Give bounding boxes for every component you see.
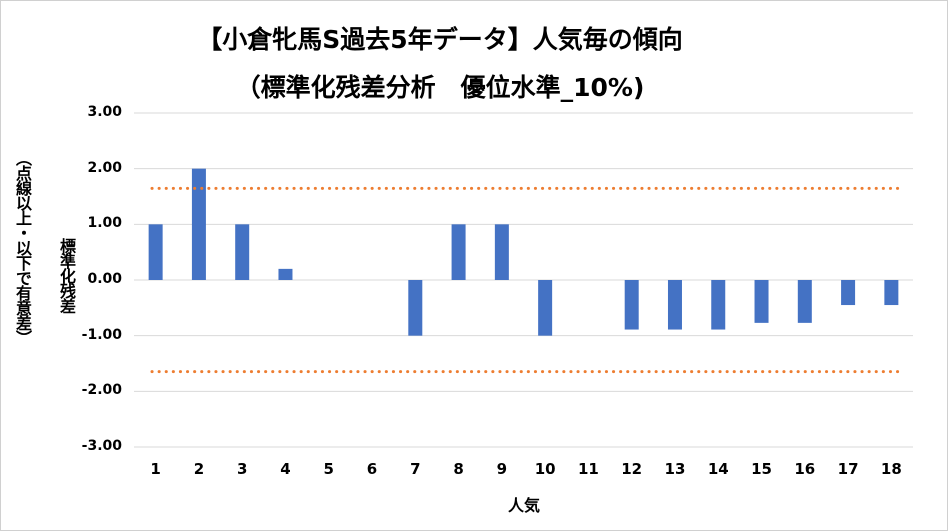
bar-7 xyxy=(408,280,423,336)
bar-12 xyxy=(624,280,639,330)
y-tick-label: 3.00 xyxy=(87,104,122,120)
x-tick-label: 6 xyxy=(366,460,378,478)
x-tick-label: 18 xyxy=(880,460,902,478)
bar-13 xyxy=(667,280,682,330)
bar-4 xyxy=(278,268,293,280)
x-tick-label: 7 xyxy=(410,460,421,478)
y-tick-label: 0.00 xyxy=(87,271,122,287)
y-tick-label: -3.00 xyxy=(81,438,122,454)
bar-9 xyxy=(494,224,509,280)
x-tick-label: 11 xyxy=(577,460,599,478)
bar-14 xyxy=(711,280,726,330)
bar-8 xyxy=(451,224,466,280)
x-tick-label: 14 xyxy=(707,460,729,478)
x-tick-label: 9 xyxy=(496,460,508,478)
chart-title: 【小倉牝馬S過去5年データ】人気毎の傾向 xyxy=(197,25,683,54)
x-tick-label: 10 xyxy=(534,460,556,478)
x-tick-label: 17 xyxy=(837,460,859,478)
bar-16 xyxy=(797,280,812,323)
x-tick-label: 12 xyxy=(621,460,643,478)
x-tick-label: 15 xyxy=(751,460,772,478)
x-tick-label: 8 xyxy=(453,460,464,478)
x-tick-label: 3 xyxy=(236,460,248,478)
y-axis-title: 標準化残差 xyxy=(57,238,76,313)
bar-10 xyxy=(538,280,553,336)
x-tick-label: 2 xyxy=(193,460,205,478)
y-tick-label: -1.00 xyxy=(81,326,122,343)
y-tick-label: 2.00 xyxy=(87,159,122,176)
bar-15 xyxy=(754,280,769,323)
x-tick-label: 4 xyxy=(280,460,291,478)
y-tick-label: 1.00 xyxy=(87,215,122,232)
bar-3 xyxy=(235,224,250,280)
x-tick-label: 16 xyxy=(794,460,816,478)
x-tick-label: 13 xyxy=(664,460,686,478)
y-tick-label: -2.00 xyxy=(81,382,122,399)
chart-subtitle: （標準化残差分析 優位水準_10%) xyxy=(235,73,645,102)
y-axis-note: （点線以上・以下で有意差） xyxy=(13,150,32,345)
x-tick-label: 1 xyxy=(150,460,161,478)
bar-2 xyxy=(191,168,206,280)
bar-17 xyxy=(841,280,856,306)
bar-1 xyxy=(148,224,163,280)
x-axis-title: 人気 xyxy=(507,496,540,515)
bar-18 xyxy=(884,280,899,306)
x-tick-label: 5 xyxy=(323,460,334,478)
